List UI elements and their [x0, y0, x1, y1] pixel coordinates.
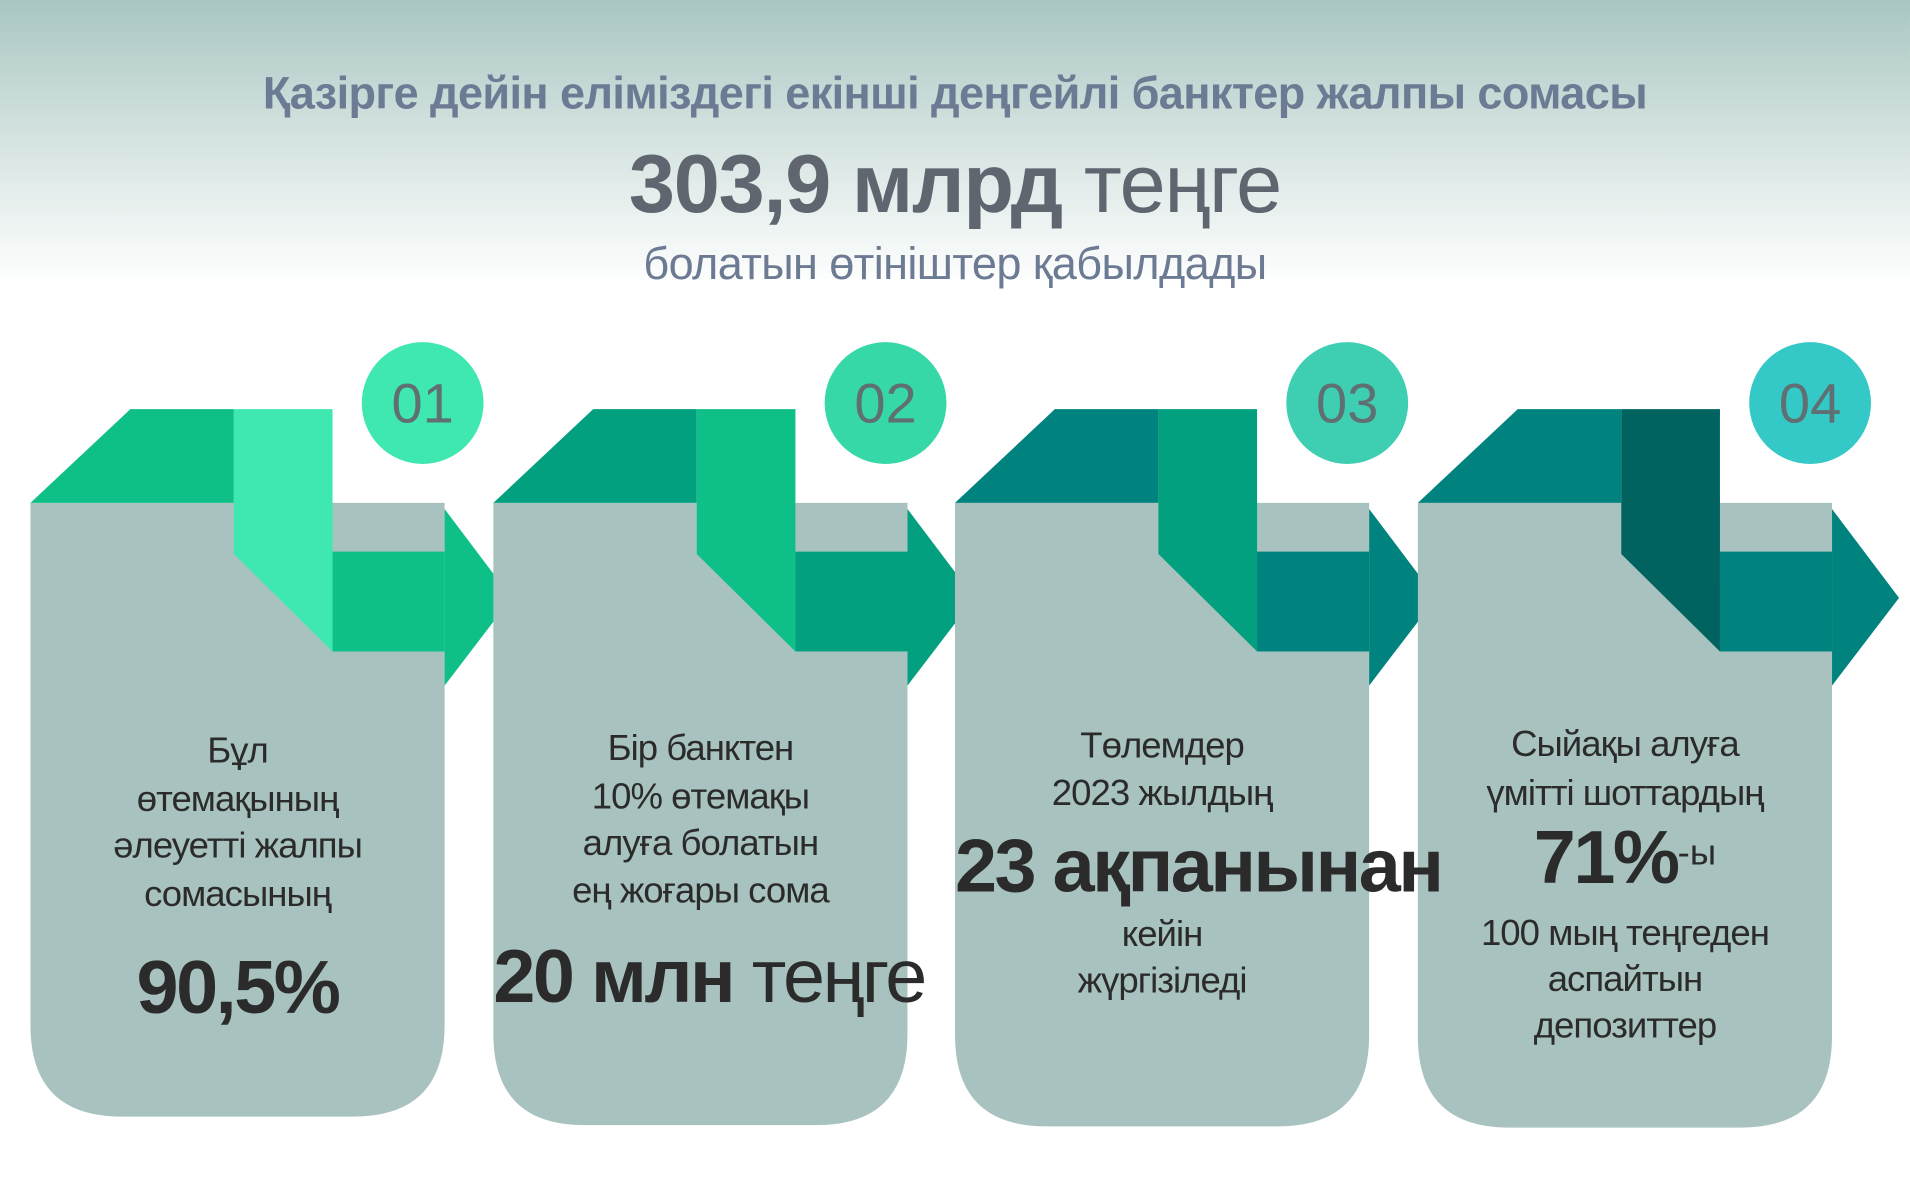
step-number: 04 — [1778, 371, 1842, 435]
card-line: өтемақының — [136, 779, 340, 820]
card-top-fold — [954, 409, 1159, 503]
card-line: аспайтын — [1547, 959, 1703, 1000]
card-line: сомасының — [144, 874, 332, 915]
card-line: Бір банктен — [607, 728, 795, 769]
card-ribbon — [1158, 409, 1258, 652]
amount-unit: теңге — [1062, 137, 1282, 231]
arrow-shaft — [1257, 551, 1370, 652]
card-highlight: 20 млн теңге — [493, 935, 927, 1020]
header-title: Қазірге дейін еліміздегі екінші деңгейлі… — [262, 68, 1648, 119]
highlight-bold: 20 млн — [493, 935, 735, 1020]
step-circle — [1749, 342, 1872, 464]
card-line: Бұл — [207, 730, 269, 771]
step-circle — [1286, 342, 1409, 464]
arrow-head-icon — [1369, 508, 1437, 686]
card-body — [493, 502, 908, 1126]
card-highlight: 90,5% — [30, 946, 444, 1031]
card-line: 10% өтемақы — [591, 776, 810, 818]
card-line: Төлемдер — [1080, 725, 1245, 766]
card-highlight: 23 ақпанынан — [955, 826, 1444, 907]
card-line: 100 мың теңгеден — [1480, 913, 1770, 954]
step-number: 03 — [1316, 371, 1379, 435]
card-line: депозиттер — [1533, 1005, 1717, 1047]
highlight-suffix: -ы — [1677, 832, 1717, 874]
card-line: жүргізіледі — [1077, 960, 1248, 1001]
step-circle — [361, 342, 484, 464]
step-circle — [824, 342, 947, 464]
highlight-bold: 23 ақпанынан — [954, 824, 1444, 909]
card-line: ең жоғары сома — [572, 870, 830, 911]
card-ribbon — [1621, 409, 1720, 652]
step-number: 01 — [391, 371, 454, 435]
card-line: әлеуетті жалпы — [113, 825, 363, 866]
arrow-shaft — [795, 551, 908, 652]
arrow-shaft — [332, 551, 445, 652]
arrow-head-icon — [444, 508, 512, 686]
card-ribbon — [696, 409, 796, 652]
amount-value: 303,9 млрд — [628, 137, 1063, 231]
arrow-shaft — [1719, 551, 1833, 652]
card-body — [954, 502, 1370, 1127]
highlight-bold: 71% — [1533, 815, 1680, 900]
card-line: кейін — [1121, 914, 1204, 955]
card-body — [1417, 502, 1833, 1128]
card-highlight: 71%-ы — [1418, 818, 1832, 898]
card-line: 2023 жылдың — [1051, 773, 1274, 814]
card-top-fold — [493, 409, 697, 503]
card-top-fold — [1417, 409, 1622, 503]
highlight-unit: теңге — [733, 935, 928, 1020]
card-ribbon — [233, 409, 333, 652]
arrow-head-icon — [1832, 508, 1900, 686]
header-amount: 303,9 млрд теңге — [0, 136, 1910, 231]
card-line: Сыйақы алуға — [1511, 724, 1740, 765]
step-number: 02 — [854, 371, 917, 435]
card-line: алуға болатын — [582, 823, 820, 864]
card-body — [30, 502, 445, 1117]
highlight-bold: 90,5% — [136, 946, 341, 1031]
card-top-fold — [30, 409, 234, 503]
arrow-head-icon — [907, 508, 975, 686]
card-line: үмітті шоттардың — [1486, 773, 1764, 814]
header-subtitle: болатын өтініштер қабылдады — [643, 238, 1267, 289]
